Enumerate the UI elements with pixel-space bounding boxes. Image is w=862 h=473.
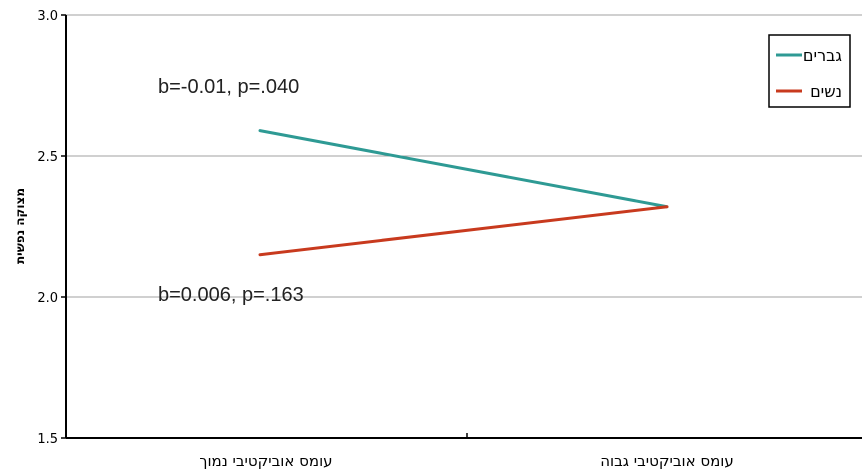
legend-box xyxy=(768,34,851,108)
axes xyxy=(65,15,862,439)
annotation-men: b=-0.01, p=.040 xyxy=(158,76,299,98)
series-lines xyxy=(258,129,669,257)
legend-label: גברים xyxy=(803,46,842,65)
y-tick-label: 3.0 xyxy=(37,9,58,24)
legend: גברים נשים xyxy=(768,34,851,108)
y-axis-label: מצוקה נפשית xyxy=(13,188,27,264)
x-category-label: עומס אוביקטיבי נמוך xyxy=(199,452,332,470)
annotation-women: b=0.006, p=.163 xyxy=(158,284,304,306)
series-line xyxy=(258,129,669,209)
x-category-label: עומס אוביקטיבי גבוה xyxy=(600,452,734,470)
legend-label: נשים xyxy=(810,82,842,101)
y-tick-label: 2.5 xyxy=(37,150,58,165)
series-line xyxy=(258,205,669,257)
gridlines xyxy=(66,14,862,298)
y-tick-label: 2.0 xyxy=(37,291,58,306)
x-category-labels: עומס אוביקטיבי נמוך עומס אוביקטיבי גבוה xyxy=(199,452,733,470)
y-tick-labels: 1.5 2.0 2.5 3.0 xyxy=(37,9,66,447)
y-tick-label: 1.5 xyxy=(37,432,58,447)
